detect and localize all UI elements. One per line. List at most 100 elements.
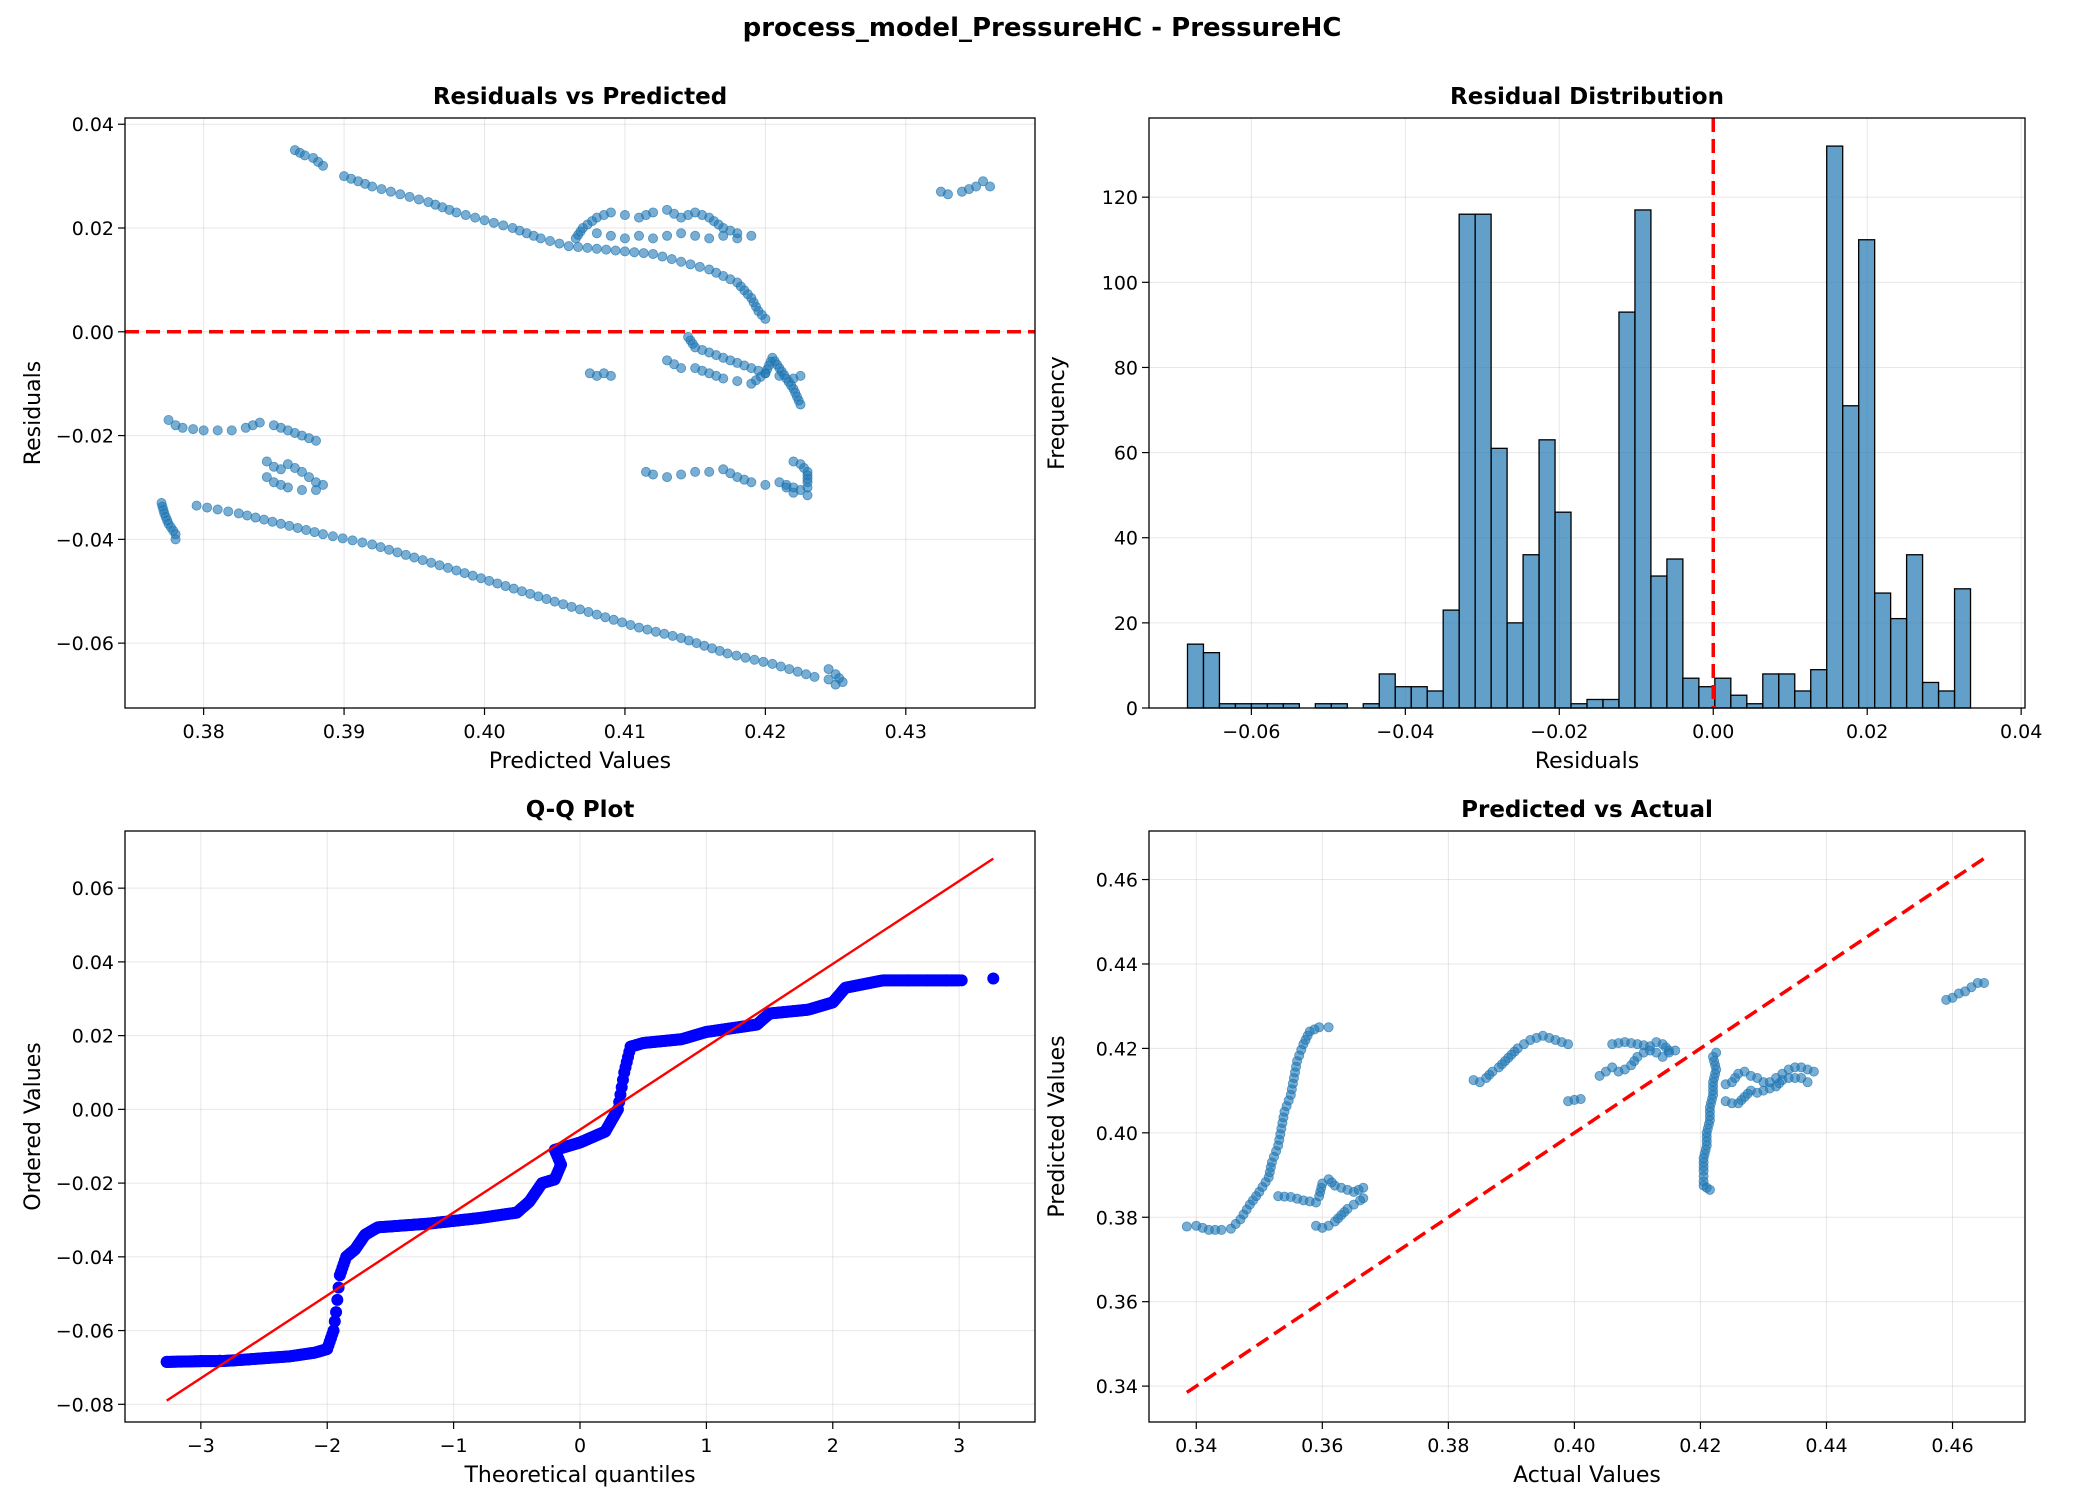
qq-point [921, 974, 934, 987]
data-point [1575, 1094, 1586, 1105]
data-point [310, 485, 321, 496]
histogram-bar [1522, 554, 1540, 709]
data-point [781, 482, 792, 493]
y-tick-label: 0.02 [72, 1026, 114, 1048]
data-point [676, 256, 687, 267]
x-tick-label: 0.04 [2000, 721, 2042, 743]
histogram-bar [1650, 575, 1668, 709]
y-tick-label: −0.04 [56, 1247, 114, 1269]
y-tick-label: −0.06 [56, 633, 114, 655]
data-point [740, 652, 751, 663]
data-point [676, 363, 687, 374]
data-point [659, 628, 670, 639]
qq-point [328, 1315, 341, 1328]
data-point [191, 500, 202, 511]
x-tick-label: 0.42 [1679, 1435, 1721, 1457]
x-axis-label: Predicted Values [489, 749, 671, 774]
data-point [657, 251, 668, 262]
y-axis-label: Residuals [21, 361, 46, 465]
data-point [619, 233, 630, 244]
data-point [318, 479, 329, 490]
data-point [1323, 1022, 1334, 1033]
data-point [525, 588, 536, 599]
data-point [488, 217, 499, 228]
data-point [704, 233, 715, 244]
data-point [583, 607, 594, 618]
data-point [823, 674, 834, 685]
qq-fit-line [166, 857, 994, 1402]
panel-title: Residuals vs Predicted [433, 84, 727, 110]
x-tick-label: 0.46 [1931, 1435, 1973, 1457]
data-point [460, 210, 471, 221]
data-point [802, 490, 813, 501]
data-point [749, 654, 760, 665]
data-point [545, 235, 556, 246]
histogram-bar [1794, 690, 1812, 709]
histogram-bar [1778, 673, 1796, 709]
residuals-vs-predicted-panel: 0.38 0.39 0.40 0.41 0.42 0.43 −0.06 −0.04 −0.02 0… [21, 84, 1036, 774]
data-point [978, 176, 989, 187]
y-tick-label: 0.00 [72, 1099, 114, 1121]
data-point [292, 522, 303, 533]
data-point [1358, 1182, 1369, 1193]
qq-point [331, 1293, 344, 1306]
qq-point [987, 972, 1000, 985]
data-point [666, 254, 677, 265]
data-point [392, 547, 403, 558]
data-point [198, 425, 209, 436]
data-point [629, 247, 640, 258]
data-point [357, 537, 368, 548]
y-axis-label: Ordered Values [21, 1042, 46, 1210]
data-point [212, 504, 223, 515]
data-point [809, 671, 820, 682]
data-point [163, 415, 174, 426]
data-point [541, 594, 552, 605]
data-point [971, 181, 982, 192]
histogram-bars [1186, 145, 1972, 709]
data-point [722, 648, 733, 659]
plot-frame [1148, 117, 2026, 709]
data-point [760, 479, 771, 490]
data-point [601, 244, 612, 255]
data-point [554, 238, 565, 249]
data-point [830, 679, 841, 690]
x-tick-label: −1 [440, 1435, 468, 1457]
data-point [1808, 1066, 1819, 1077]
x-tick-label: −2 [313, 1435, 341, 1457]
data-point [775, 661, 786, 672]
y-tick-label: 40 [1114, 528, 1138, 550]
histogram-bar [1602, 698, 1620, 709]
data-point [400, 549, 411, 560]
data-point [694, 261, 705, 272]
y-tick-label: −0.02 [56, 1173, 114, 1195]
residual-distribution-panel: −0.06 −0.04 −0.02 0.00 0.02 0.04 0 20 40 60 80 100 1… [1045, 84, 2042, 774]
data-point [746, 477, 757, 488]
data-point [802, 477, 813, 488]
data-point [170, 534, 181, 545]
x-axis-label: Theoretical quantiles [463, 1463, 695, 1488]
data-point [1711, 1047, 1722, 1058]
data-point [508, 583, 519, 594]
data-point [549, 596, 560, 607]
data-point [233, 508, 244, 519]
data-point [662, 230, 673, 241]
data-point [566, 601, 577, 612]
data-point [261, 472, 272, 483]
histogram-bar [1858, 239, 1876, 709]
data-point [1181, 1221, 1192, 1232]
histogram-bar [1426, 690, 1444, 709]
data-point [498, 220, 509, 231]
data-point [296, 485, 307, 496]
histogram-bar [1410, 686, 1428, 709]
x-tick-label: 3 [953, 1435, 965, 1457]
data-point [367, 181, 378, 192]
data-point [676, 469, 687, 480]
y-tick-label: 0.46 [1096, 870, 1138, 892]
data-point [1358, 1193, 1369, 1204]
scatter-points [1181, 977, 1990, 1235]
x-tick-label: 0.40 [463, 721, 505, 743]
data-point [1314, 1022, 1325, 1033]
data-point [413, 194, 424, 205]
data-point [451, 565, 462, 576]
histogram-bar [1634, 209, 1652, 709]
